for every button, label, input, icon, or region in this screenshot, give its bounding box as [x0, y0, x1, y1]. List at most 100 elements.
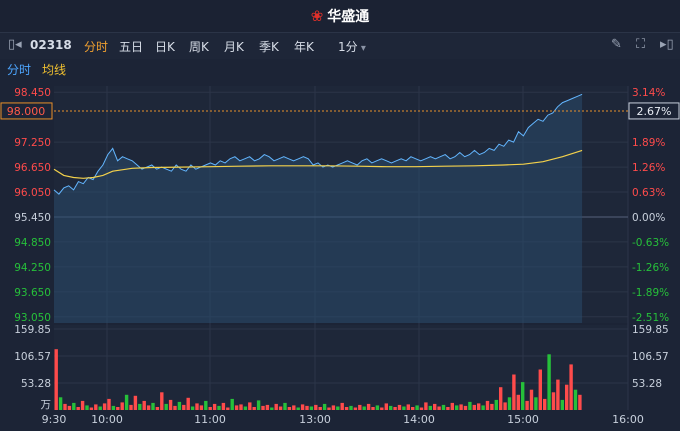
volume-bar [98, 406, 102, 410]
volume-tick-label-right: 159.85 [632, 324, 669, 336]
volume-bar [349, 405, 353, 410]
volume-bar [94, 404, 98, 410]
interval-dropdown[interactable]: 1分 [338, 38, 366, 55]
price-tick-label: 95.450 [14, 212, 51, 224]
time-tick-label: 9:30 [42, 413, 67, 426]
volume-bar [63, 403, 67, 410]
volume-bar [120, 402, 124, 410]
average-line [53, 149, 583, 179]
tab-intraday[interactable]: 分时 [84, 40, 109, 54]
price-tick-label: 93.050 [14, 312, 51, 324]
volume-bar [164, 403, 168, 410]
price-tick-label: 98.450 [14, 87, 51, 99]
volume-bar [362, 406, 366, 410]
volume-bar [102, 403, 107, 410]
volume-bar [411, 407, 415, 410]
volume-bar [230, 398, 234, 410]
volume-bar [283, 402, 287, 410]
volume-bar [217, 405, 221, 410]
volume-bar [155, 407, 160, 410]
volume-bar [499, 387, 503, 410]
volume-bar [234, 405, 239, 410]
volume-bar [252, 407, 256, 410]
volume-bar [173, 405, 177, 410]
legend-price-line[interactable]: 分时 [7, 63, 32, 77]
time-tick-label: 13:00 [299, 413, 331, 426]
price-tick-label: 93.650 [14, 287, 51, 299]
tab-quarterly-k[interactable]: 季K [259, 40, 279, 54]
price-area-fill [54, 94, 583, 323]
volume-bar [384, 403, 388, 410]
volume-tick-label: 53.28 [21, 378, 51, 390]
collapse-sidebar-icon[interactable]: ▯◂ [8, 37, 22, 52]
volume-bar [529, 389, 534, 410]
price-tick-label: 94.250 [14, 262, 51, 274]
volume-bar [441, 404, 446, 410]
price-tick-label: 96.050 [14, 187, 51, 199]
volume-bar [287, 407, 292, 410]
pct-tick-label: 0.00% [632, 212, 665, 224]
volume-bar [358, 404, 362, 410]
tab-daily-k[interactable]: 日K [155, 40, 175, 54]
volume-bar [485, 400, 490, 410]
volume-bar [107, 398, 111, 410]
volume-bar [512, 374, 516, 410]
price-tick-label: 94.850 [14, 237, 51, 249]
volume-bar [419, 407, 424, 410]
volume-bar [221, 402, 226, 410]
volume-bar [375, 405, 380, 410]
volume-bar [248, 402, 252, 410]
collapse-right-icon[interactable]: ▸▯ [660, 37, 674, 52]
brand-logo-icon: ❀ [310, 7, 324, 25]
volume-bar [428, 405, 432, 410]
tab-five-day[interactable]: 五日 [119, 40, 144, 54]
volume-bar [543, 398, 547, 410]
volume-bar [292, 405, 296, 410]
fullscreen-icon[interactable]: ⛶ [636, 37, 646, 52]
volume-bar [124, 394, 129, 410]
volume-bar [182, 404, 186, 410]
volume-tick-label: 159.85 [14, 324, 51, 336]
volume-bar [573, 389, 578, 410]
volume-bar [195, 403, 199, 410]
volume-bar [85, 405, 89, 410]
volume-bar [226, 407, 230, 410]
volume-bar [490, 403, 494, 410]
volume-bar [446, 407, 450, 410]
volume-bar [58, 397, 63, 410]
volume-bar [133, 395, 138, 410]
volume-bar [305, 405, 309, 410]
volume-bar [389, 405, 393, 410]
draw-pencil-icon[interactable]: ✎ [611, 37, 622, 52]
volume-tick-label-right: 53.28 [632, 378, 662, 390]
volume-bar [177, 401, 182, 410]
legend-average-line[interactable]: 均线 [42, 63, 67, 77]
pct-tick-label: 1.26% [632, 162, 665, 174]
volume-bar [168, 399, 173, 410]
tab-monthly-k[interactable]: 月K [224, 40, 244, 54]
intraday-chart[interactable]: 98.450 3.14% 97.250 1.89% 96.650 1.26% 96.050 0… [0, 80, 680, 427]
time-tick-label: 16:00 [612, 413, 644, 426]
volume-bar [314, 404, 318, 410]
volume-bar [578, 394, 582, 410]
volume-bar [353, 407, 358, 410]
volume-bar [494, 399, 498, 410]
volume-bar [300, 404, 305, 410]
tab-weekly-k[interactable]: 周K [189, 40, 209, 54]
stock-code: 02318 [30, 38, 72, 52]
volume-bar [322, 403, 327, 410]
volume-bar [80, 400, 85, 410]
volume-bar [256, 400, 261, 410]
volume-bar [340, 402, 344, 410]
volume-bar [521, 382, 525, 410]
volume-bar [468, 401, 472, 410]
pct-tick-label: 3.14% [632, 87, 665, 99]
volume-bar [309, 406, 314, 410]
volume-bar [274, 403, 278, 410]
volume-bar [481, 405, 485, 410]
volume-bar [270, 407, 274, 410]
volume-bar [366, 403, 371, 410]
volume-bar [265, 404, 270, 410]
tab-yearly-k[interactable]: 年K [294, 40, 314, 54]
volume-bar [327, 407, 331, 410]
